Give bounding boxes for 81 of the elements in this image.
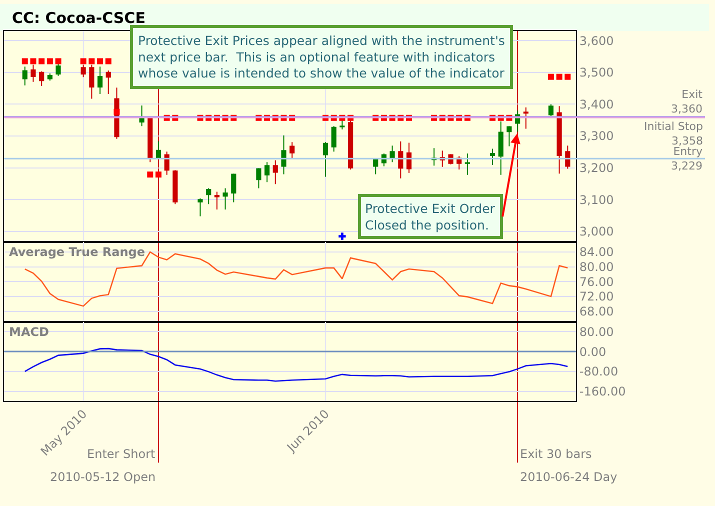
line-series — [24, 348, 568, 382]
candlestick — [264, 162, 270, 183]
candlestick — [89, 64, 94, 100]
candlestick — [222, 188, 228, 210]
point — [556, 74, 562, 80]
candlestick — [406, 142, 412, 174]
ref-line-label: Exit 30 bars — [520, 447, 592, 461]
candlestick — [256, 168, 262, 189]
candlestick — [490, 148, 496, 166]
candlestick — [206, 188, 212, 205]
candlestick — [22, 66, 28, 86]
chart-title: Average True Range — [9, 245, 145, 259]
y-tick-label: 68.00 — [579, 304, 614, 318]
y-tick-label: 76.00 — [579, 274, 614, 289]
point — [88, 58, 95, 64]
y-tick-label: 3,200 — [579, 161, 614, 176]
y-tick-label: 3,100 — [579, 192, 614, 207]
candlestick — [556, 106, 562, 174]
candlestick — [523, 106, 528, 130]
candlestick — [272, 160, 278, 185]
point — [46, 58, 53, 64]
y-tick-label: -160.00 — [579, 384, 626, 399]
candlestick — [464, 153, 470, 176]
candlestick — [80, 64, 86, 78]
point — [30, 58, 36, 64]
candlestick — [106, 70, 111, 95]
candlestick — [198, 198, 203, 217]
chart-title: MACD — [9, 325, 50, 339]
y-tick-label: 3,500 — [579, 66, 614, 80]
candlestick — [172, 170, 178, 205]
point — [114, 108, 120, 115]
candlestick — [398, 140, 404, 179]
candlestick — [231, 173, 236, 203]
point — [97, 58, 104, 64]
point — [155, 172, 162, 178]
candlestick — [281, 134, 286, 175]
candlestick — [156, 140, 162, 159]
candlestick — [290, 142, 295, 160]
annotation: Protective Exit Order Closed the position. — [365, 201, 496, 232]
candlestick — [214, 191, 220, 210]
text: 2010-05-12 Open — [50, 470, 156, 484]
point — [55, 58, 62, 64]
candlestick — [373, 158, 378, 175]
y-tick-label: 72.00 — [579, 290, 614, 304]
annotation: Protective Exit Prices appear aligned with the instrument's next price bar. This is an optional feature with indicators whose value is intended to show the value of the indicator — [138, 33, 506, 80]
y-tick-label: 80.00 — [579, 260, 614, 274]
candlestick — [565, 145, 570, 170]
candlestick — [498, 120, 504, 176]
point — [548, 74, 554, 80]
y-tick-label: 3,300 — [579, 129, 614, 144]
y-tick-label: 0.00 — [579, 344, 606, 359]
ref-line-label: Initial Stop 3,358 — [644, 120, 703, 148]
candlestick — [39, 70, 44, 87]
point — [564, 74, 571, 80]
point — [338, 232, 346, 240]
point — [147, 172, 154, 178]
y-tick-label: 3,000 — [579, 224, 614, 239]
chart-title: CC: Cocoa-CSCE — [12, 9, 146, 27]
point — [80, 58, 86, 64]
ref-line-label: Enter Short — [87, 447, 156, 461]
y-tick-label: 3,600 — [579, 34, 614, 48]
candlestick — [506, 126, 512, 147]
ref-line-label: Entry 3,229 — [671, 145, 703, 172]
candlestick — [97, 66, 103, 95]
text: 2010-06-24 Day — [520, 470, 618, 484]
candlestick — [331, 126, 336, 152]
y-tick-label: 84.00 — [579, 245, 614, 260]
y-tick-label: 80.00 — [579, 324, 614, 339]
candlestick — [148, 117, 153, 163]
point — [105, 58, 112, 64]
y-tick-label: 3,400 — [579, 97, 614, 112]
point — [22, 58, 28, 64]
candlestick — [390, 145, 395, 163]
ref-line-label: Exit 3,360 — [671, 88, 704, 116]
point — [38, 58, 45, 64]
y-tick-label: -80.00 — [579, 364, 618, 379]
candlestick — [322, 142, 328, 178]
candlestick — [30, 64, 36, 82]
candlestick — [139, 104, 144, 127]
candlestick — [548, 104, 554, 116]
candlestick — [47, 72, 52, 82]
